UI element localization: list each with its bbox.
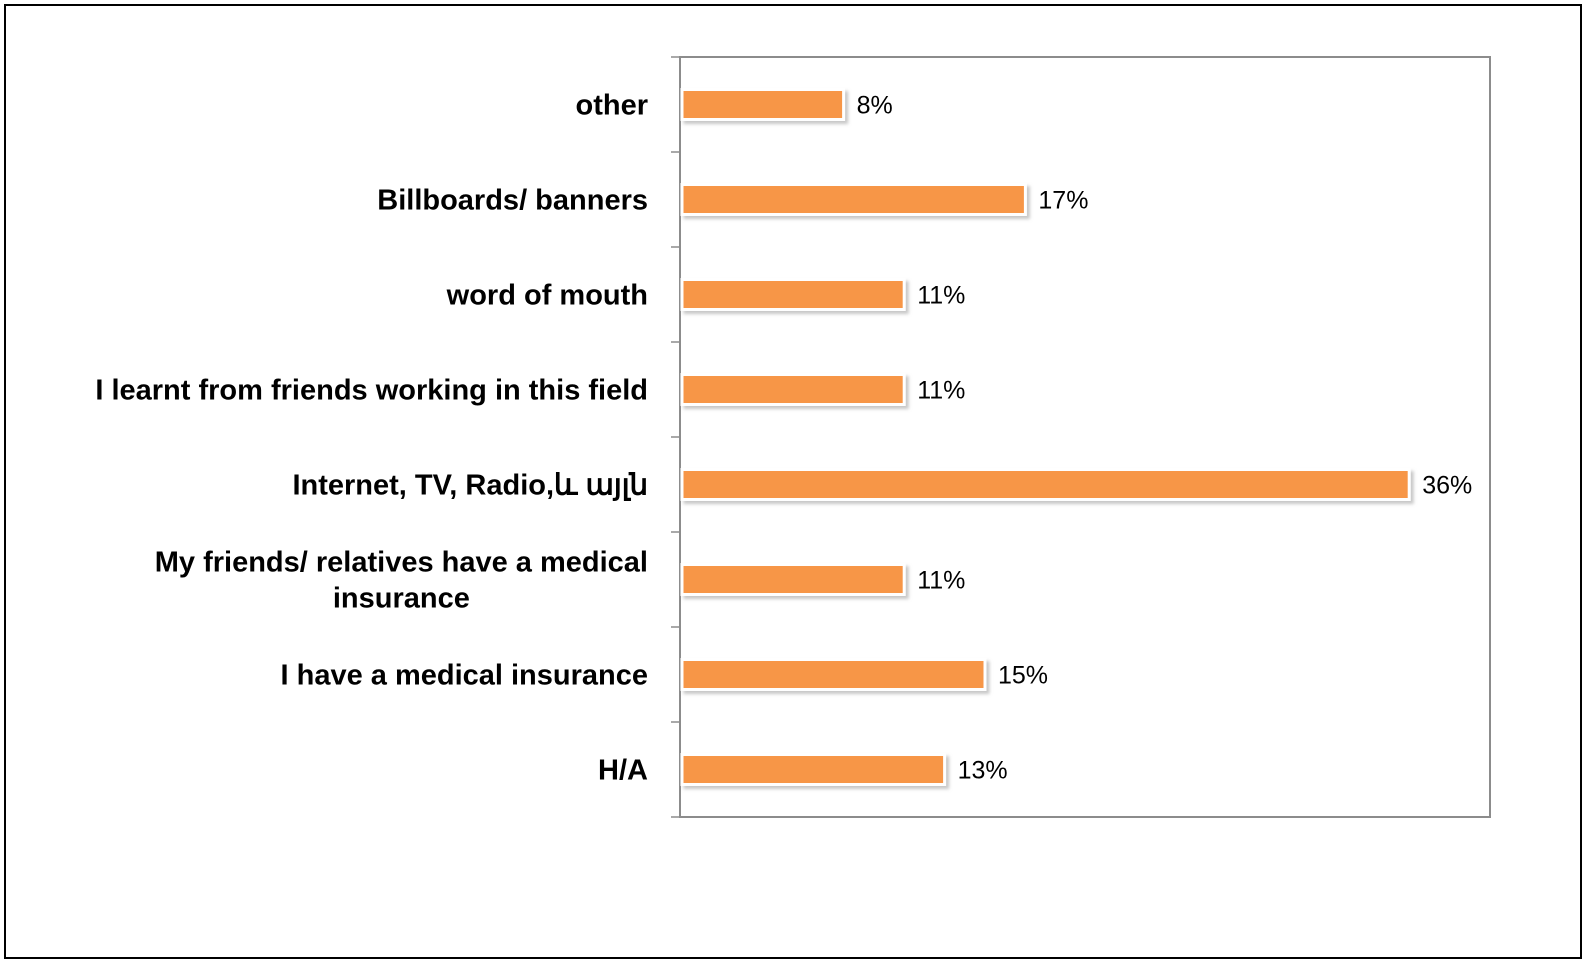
data-label: 15% <box>998 662 1048 690</box>
category-label: My friends/ relatives have a medical insu… <box>155 547 648 615</box>
category-label: Billboards/ banners <box>377 185 648 217</box>
bar <box>680 373 906 406</box>
bar <box>680 753 947 786</box>
category-label: H/A <box>598 755 648 787</box>
category-label: Internet, TV, Radio,և այլն <box>292 470 648 502</box>
data-label: 8% <box>857 92 893 120</box>
bars-group <box>680 88 1411 786</box>
data-label: 17% <box>1038 187 1088 215</box>
data-label: 13% <box>958 757 1008 785</box>
data-label: 11% <box>917 377 965 405</box>
bar <box>680 468 1411 501</box>
category-label: I have a medical insurance <box>280 660 648 692</box>
bar <box>680 563 906 596</box>
category-label: other <box>576 90 649 122</box>
data-labels-group: 8% 17% 11% 11% 36% 11% 15% 13% <box>857 92 1473 785</box>
category-labels-group: other Billboards/ banners word of mouth I l… <box>95 90 648 787</box>
data-label: 11% <box>917 282 965 310</box>
bar <box>680 183 1027 216</box>
bar <box>680 278 906 311</box>
bar <box>680 88 846 121</box>
category-label: word of mouth <box>446 280 648 312</box>
plot-area <box>679 56 1491 818</box>
data-label: 11% <box>917 567 965 595</box>
data-label: 36% <box>1422 472 1472 500</box>
category-axis <box>671 56 681 818</box>
bar <box>680 658 987 691</box>
category-label: I learnt from friends working in this fi… <box>95 375 648 407</box>
